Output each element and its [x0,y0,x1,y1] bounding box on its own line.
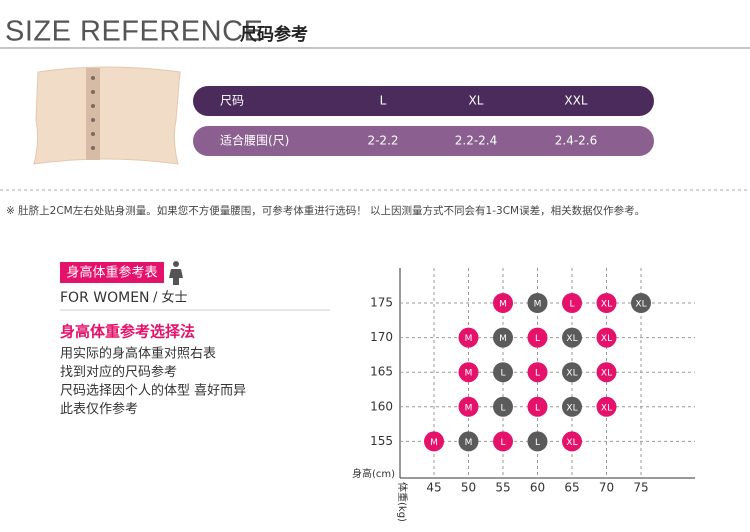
guide-line: 此表仅作参考 [60,401,138,417]
table-cell: 2.4-2.6 [555,134,598,148]
table-row [193,86,654,116]
size-label: XL [566,403,577,413]
size-dot [527,396,548,417]
guide-line: 找到对应的尺码参考 [60,364,177,380]
size-dot [596,362,617,383]
size-label: L [535,438,540,448]
badge-text: 身高体重参考表 [66,265,157,281]
size-label: L [535,369,540,379]
size-label: XL [566,334,577,344]
size-dot [493,293,513,313]
size-dot [527,431,548,452]
for-women-cn: / 女士 [153,290,188,306]
y-tick-label: 160 [370,399,393,413]
size-dot [562,431,582,452]
x-tick-label: 65 [564,481,579,495]
x-tick-label: 45 [426,481,441,495]
guide-line: 尺码选择因个人的体型 喜好而异 [60,383,246,399]
y-tick-label: 155 [370,434,393,448]
title: SIZE REFERENCE [5,16,263,48]
size-label: M [465,369,473,379]
size-label: M [465,438,473,448]
size-label: L [500,369,505,379]
y-tick-label: 175 [370,296,393,310]
x-axis-label: 体重(kg) [396,482,409,522]
size-dot [562,362,582,383]
size-dot [562,396,582,417]
size-label: L [500,438,505,448]
size-dot [493,396,513,417]
x-tick-label: 60 [530,481,545,495]
size-dot [458,396,479,417]
table-cell: 适合腰围(尺) [220,133,289,148]
size-label: M [499,300,507,310]
table-cell: XXL [564,94,587,108]
size-label: L [569,300,574,310]
table-cell: L [380,94,387,108]
size-label: XL [601,403,612,413]
table-cell: 尺码 [220,94,244,108]
guide-heading: 身高体重参考选择法 [60,323,195,341]
size-dot [527,293,548,313]
size-label: M [499,334,507,344]
x-tick-label: 55 [495,481,510,495]
table-cell: XL [469,94,484,108]
size-dot [493,327,513,348]
size-label: XL [601,334,612,344]
size-label: XL [601,300,612,310]
table-row [193,126,654,156]
x-tick-label: 75 [633,481,648,495]
y-tick-label: 170 [370,330,393,344]
product-image [33,66,181,165]
size-dot [493,362,513,383]
y-tick-label: 165 [370,365,393,379]
size-dot [562,293,582,313]
size-dot [596,396,617,417]
size-dot [527,362,548,383]
size-label: XL [566,369,577,379]
size-dot [562,327,582,348]
size-label: L [535,334,540,344]
subtitle: 尺码参考 [240,24,308,45]
size-label: M [465,334,473,344]
size-dot [458,327,479,348]
table-cell: 2-2.2 [367,134,398,148]
size-label: XL [566,438,577,448]
for-women: FOR WOMEN [60,290,150,306]
person-icon [169,261,183,285]
size-label: M [430,438,438,448]
size-label: M [465,403,473,413]
badge [60,262,164,283]
size-label: XL [635,300,646,310]
size-dot [631,293,651,313]
x-tick-label: 70 [599,481,614,495]
size-dot [596,327,617,348]
note: ※ 肚脐上2CM左右处贴身测量。如果您不方便量腰围，可参考体重进行选码！ 以上因… [6,204,645,217]
table-cell: 2.2-2.4 [455,134,498,148]
size-label: L [535,403,540,413]
size-dot [493,431,513,452]
size-dot [596,293,617,313]
size-table: 尺码 L XL XXL 适合腰围(尺) 2-2.2 2.2-2.4 2.4-2.6 [193,86,654,156]
size-dot [458,431,479,452]
size-label: XL [601,369,612,379]
size-dot [527,327,548,348]
size-dot [424,431,444,452]
y-axis-label: 身高(cm) [352,467,395,480]
size-label: M [534,300,542,310]
guide-line: 用实际的身高体重对照右表 [60,346,216,362]
x-tick-label: 50 [461,481,476,495]
size-label: L [500,403,505,413]
size-dot [458,362,479,383]
